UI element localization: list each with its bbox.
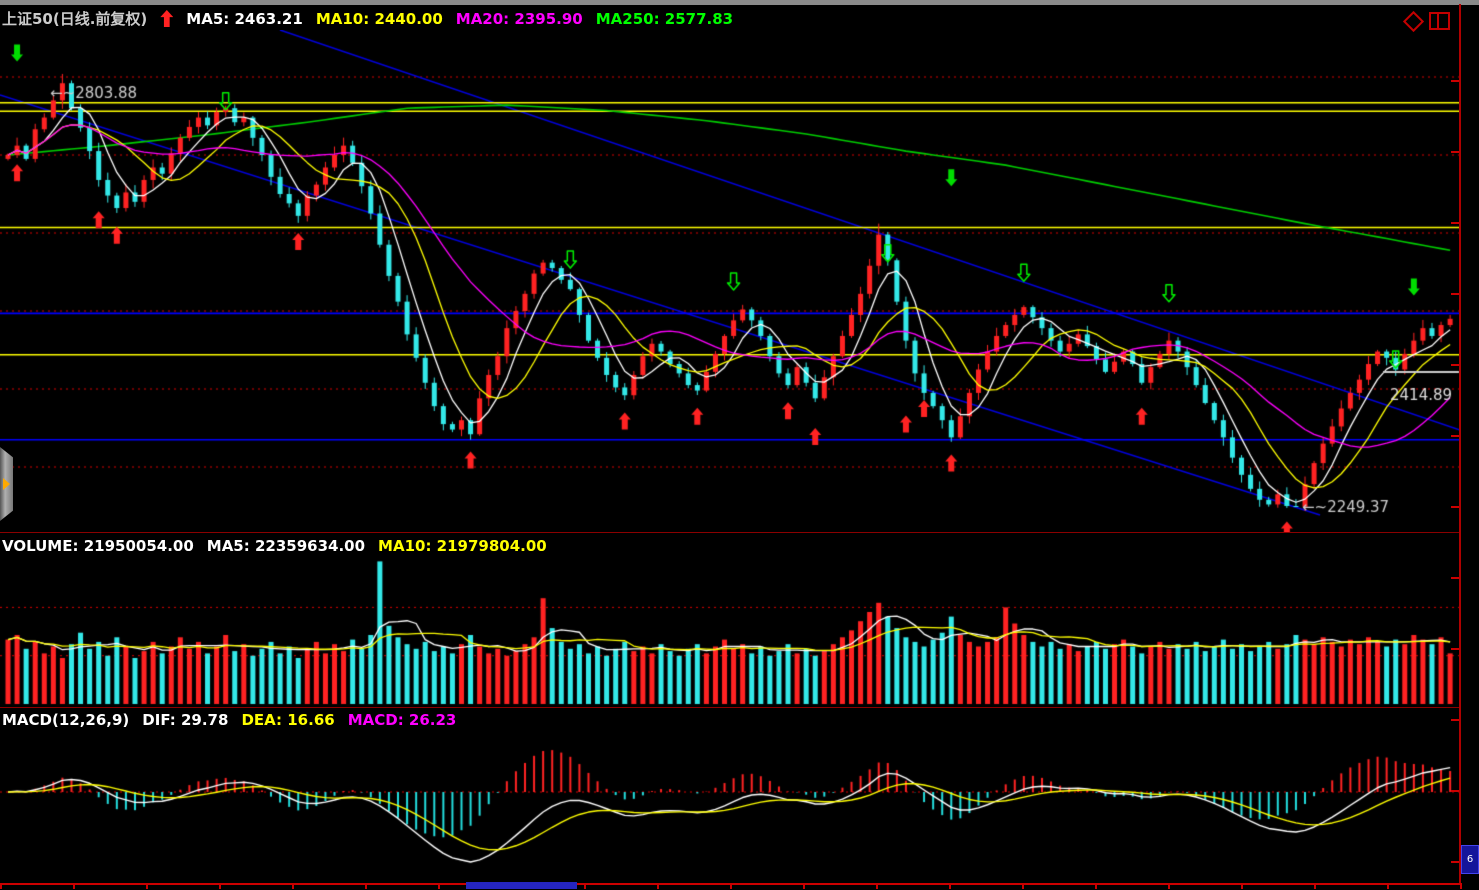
ma250-value: MA250: 2577.83 (595, 9, 734, 28)
right-axis-tick (1451, 364, 1459, 366)
ma10-value: MA10: 2440.00 (315, 9, 443, 28)
volume-value: VOLUME: 21950054.00 (2, 537, 194, 555)
bottom-axis-tick (1387, 883, 1389, 889)
macd-value: MACD: 26.23 (347, 711, 457, 729)
dif-value: DIF: 29.78 (142, 711, 229, 729)
bottom-axis-tick (292, 883, 294, 889)
volume-ma10-value: MA10: 21979804.00 (378, 537, 547, 555)
right-axis-tick (1451, 648, 1459, 650)
expand-arrow-icon (3, 478, 10, 490)
window-controls (1402, 10, 1450, 32)
bottom-scrollbar-thumb[interactable] (466, 882, 577, 889)
bottom-axis-tick (1095, 883, 1097, 889)
ma5-value: MA5: 2463.21 (186, 9, 303, 28)
nav-page-button[interactable]: 6 (1461, 845, 1479, 874)
right-axis-tick (1451, 435, 1459, 437)
divider-price-volume (0, 532, 1460, 533)
dea-value: DEA: 16.66 (241, 711, 335, 729)
right-axis-tick (1451, 577, 1459, 579)
right-axis-tick (1451, 80, 1459, 82)
ma20-value: MA20: 2395.90 (455, 9, 583, 28)
sidebar-expand-handle[interactable] (0, 447, 13, 521)
macd-panel[interactable] (0, 709, 1460, 882)
right-axis-tick (1451, 790, 1459, 792)
bottom-axis-tick (73, 883, 75, 889)
bottom-axis-tick (657, 883, 659, 889)
bottom-axis-tick (1314, 883, 1316, 889)
price-panel-header: 上证50(日线.前复权) MA5: 2463.21 MA10: 2440.00 … (2, 8, 733, 29)
nav-page-label: 6 (1466, 854, 1474, 865)
split-window-icon[interactable] (1429, 12, 1450, 30)
bottom-axis-tick (438, 883, 440, 889)
bottom-axis-tick (1241, 883, 1243, 889)
bottom-axis-tick (1022, 883, 1024, 889)
bottom-axis-tick (146, 883, 148, 889)
volume-panel[interactable] (0, 533, 1460, 707)
divider-volume-macd (0, 707, 1460, 708)
bottom-axis-tick (365, 883, 367, 889)
right-axis-tick (1451, 719, 1459, 721)
volume-ma5-value: MA5: 22359634.00 (206, 537, 366, 555)
buy-signal-arrow-icon (160, 10, 174, 27)
bottom-axis-tick (219, 883, 221, 889)
bottom-axis-tick (1168, 883, 1170, 889)
chart-title: 上证50(日线.前复权) (2, 10, 148, 28)
volume-panel-header: VOLUME: 21950054.00 MA5: 22359634.00 MA1… (2, 537, 547, 555)
right-axis-tick (1451, 151, 1459, 153)
bottom-axis-tick (0, 883, 2, 889)
price-panel[interactable] (0, 30, 1460, 533)
right-axis-tick (1451, 222, 1459, 224)
right-axis-tick (1451, 506, 1459, 508)
right-axis-tick (1451, 293, 1459, 295)
right-axis-tick (1451, 861, 1459, 863)
bottom-axis-tick (584, 883, 586, 889)
macd-panel-header: MACD(12,26,9) DIF: 29.78 DEA: 16.66 MACD… (2, 711, 456, 729)
bottom-axis-tick (949, 883, 951, 889)
macd-params: MACD(12,26,9) (2, 711, 130, 729)
window-top-strip (0, 0, 1479, 5)
bottom-axis-tick (730, 883, 732, 889)
right-axis-border (1459, 4, 1461, 885)
bottom-axis-tick (803, 883, 805, 889)
bottom-axis-tick (876, 883, 878, 889)
bottom-axis-tick (1460, 883, 1462, 889)
diamond-icon[interactable] (1402, 10, 1425, 32)
